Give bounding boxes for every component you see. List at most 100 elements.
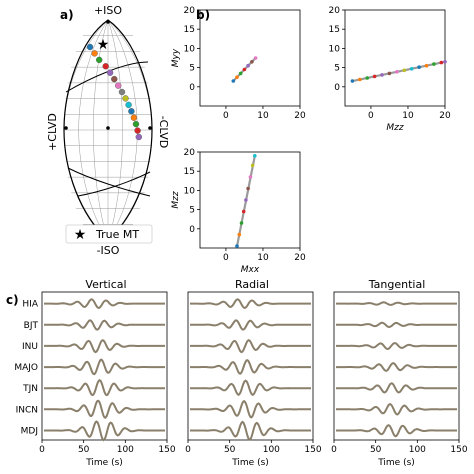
- legend-box: [65, 224, 153, 244]
- title-tangential: Tangential: [368, 278, 426, 291]
- x-axis-label: Time (s): [231, 458, 269, 468]
- lune-solution-marker: [106, 69, 114, 76]
- scatter-point: [417, 65, 421, 69]
- title-radial: Radial: [235, 278, 269, 291]
- station-label: MDJ: [21, 426, 38, 436]
- scatter-panel-mzz-top: 0 10 20 0 5 10 15 20 Mzz: [329, 6, 451, 133]
- waveform-trace: [190, 420, 311, 441]
- lune-bottom-label: -ISO: [97, 244, 120, 257]
- legend-label: True MT: [95, 228, 139, 241]
- scatter-point: [242, 67, 247, 72]
- x-tick-label: 0: [331, 445, 337, 455]
- y-axis-label: Mzz: [171, 191, 181, 208]
- x-tick-label: 50: [224, 445, 236, 455]
- lune-solution-marker: [118, 88, 126, 96]
- panel-label-a: a): [60, 8, 74, 22]
- x-tick-label: 10: [402, 111, 414, 121]
- y-tick-label: 5: [189, 64, 195, 74]
- plot-frame: [344, 9, 446, 107]
- lune-boundary-lower: [67, 167, 151, 197]
- scatter-panel-myy: 0 10 20 0 5 10 15 20 Myy: [171, 6, 306, 121]
- station-label: TJN: [22, 384, 38, 394]
- x-tick-label: 150: [304, 445, 321, 455]
- scatter-point: [235, 75, 239, 79]
- title-vertical: Vertical: [85, 278, 126, 291]
- waveform-trace: [336, 403, 457, 416]
- y-tick-label: 15: [329, 25, 340, 35]
- scatter-point: [250, 163, 255, 168]
- waveform-trace: [190, 359, 311, 375]
- x-tick-label: 0: [368, 111, 374, 121]
- station-label: INCN: [16, 405, 38, 415]
- waveform-trace: [336, 382, 457, 394]
- lune-solution-marker: [95, 56, 103, 64]
- scatter-point: [350, 79, 355, 83]
- plot-frame: [333, 291, 460, 441]
- lune-solution-marker: [130, 114, 138, 121]
- lune-solution-marker: [125, 101, 132, 109]
- y-tick-label: 15: [184, 25, 195, 35]
- waveform-trace: [336, 362, 457, 372]
- x-axis-label: Mxx: [241, 265, 260, 275]
- station-label: MAJO: [14, 363, 38, 373]
- scatter-point: [239, 221, 244, 225]
- lune-solution-markers: [86, 43, 143, 141]
- x-axis-label: Time (s): [85, 458, 123, 468]
- scatter-point: [248, 175, 253, 179]
- lune-top-label: +ISO: [94, 4, 122, 17]
- scatter-point: [402, 68, 407, 73]
- waveform-panel-radial: 0 50 100 150 Time (s): [185, 291, 322, 468]
- scatter-point: [432, 62, 436, 66]
- lune-left-dot: [64, 126, 68, 130]
- scatter-point: [372, 74, 377, 79]
- scatter-point: [237, 232, 242, 237]
- x-axis-label: Mzz: [386, 123, 403, 133]
- y-tick-label: 10: [184, 186, 196, 196]
- lune-left-label: +CLVD: [46, 113, 59, 151]
- y-tick-label: 10: [329, 44, 341, 54]
- waveform-trace: [190, 298, 311, 309]
- scatter-point: [246, 63, 250, 68]
- waveform-trace: [190, 379, 311, 396]
- legend-star-icon: ★: [74, 227, 87, 243]
- lune-diagram: ★: [63, 19, 153, 241]
- lune-solution-marker: [114, 82, 122, 89]
- waveform-trace: [190, 319, 311, 331]
- y-axis-label: Myy: [171, 48, 181, 67]
- lune-solution-marker: [86, 43, 94, 51]
- waveform-trace: [44, 319, 165, 331]
- y-tick-label: 10: [184, 44, 196, 54]
- y-tick-label: 0: [189, 83, 195, 93]
- waveform-trace: [190, 400, 311, 419]
- scatter-point: [246, 186, 250, 191]
- x-tick-label: 100: [263, 445, 280, 455]
- y-tick-label: 20: [184, 6, 196, 16]
- waveform-trace: [44, 378, 165, 397]
- x-tick-label: 10: [257, 111, 269, 121]
- scatter-point: [358, 77, 362, 82]
- panel-label-c: c): [6, 293, 19, 307]
- scatter-point: [409, 67, 414, 71]
- x-tick-label: 50: [78, 445, 90, 455]
- lune-right-dot: [148, 126, 152, 130]
- scatter-point: [365, 76, 370, 80]
- scatter-point: [443, 60, 447, 64]
- y-tick-label: 15: [184, 167, 195, 177]
- scatter-point: [395, 70, 399, 74]
- scatter-point: [424, 63, 429, 68]
- y-tick-label: 5: [334, 64, 340, 74]
- waveform-trace: [44, 399, 165, 419]
- waveform-panel-tangential: 0 50 100 150 Time (s): [331, 291, 468, 468]
- x-tick-label: 20: [439, 111, 451, 121]
- scatter-point: [387, 71, 392, 76]
- scatter-panel-mzz-bottom: 0 10 20 0 5 10 15 20 Mzz Mxx: [171, 148, 306, 275]
- y-tick-label: 20: [329, 6, 341, 16]
- lune-boundary-upper2: [77, 171, 151, 197]
- y-tick-label: 20: [184, 148, 196, 158]
- y-tick-label: 0: [334, 83, 340, 93]
- lune-top-dot: [106, 20, 110, 24]
- panel-label-b: b): [196, 8, 210, 22]
- x-tick-label: 0: [39, 445, 45, 455]
